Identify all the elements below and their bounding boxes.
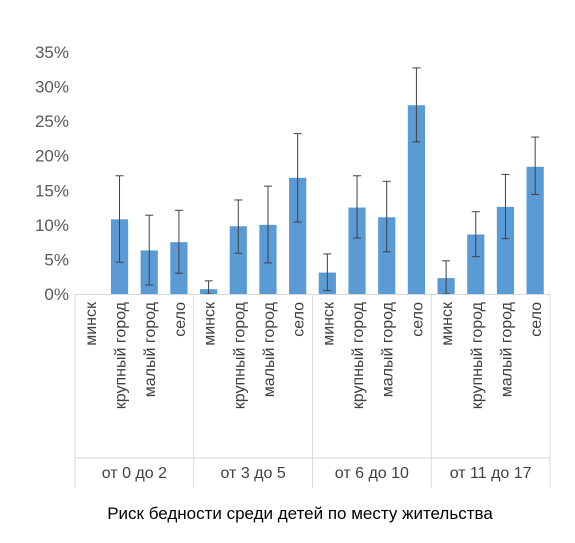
category-label: малый город: [261, 301, 278, 397]
category-label: крупный город: [469, 301, 486, 409]
category-label: малый город: [498, 301, 515, 397]
bar: [348, 207, 366, 294]
y-axis: 0% 5% 10% 15% 20% 25% 30% 35%: [35, 43, 69, 304]
y-tick-label: 10%: [35, 216, 69, 235]
category-label: минск: [320, 301, 337, 346]
bar: [378, 217, 396, 294]
category-label: крупный город: [350, 301, 367, 409]
y-tick-label: 5%: [44, 250, 69, 269]
group-label: от 6 до 10: [335, 465, 409, 482]
category-label: село: [409, 302, 426, 337]
category-label: село: [528, 302, 545, 337]
bar: [407, 105, 426, 295]
y-tick-label: 0%: [44, 285, 69, 304]
y-tick-label: 15%: [35, 181, 69, 200]
category-label: крупный город: [231, 301, 248, 409]
category-label: село: [291, 302, 308, 337]
group-label: от 0 до 2: [102, 465, 167, 482]
category-label: минск: [202, 301, 219, 346]
group-label: от 11 до 17: [450, 465, 532, 482]
error-bars: [115, 67, 540, 295]
bar: [467, 234, 485, 294]
category-label: малый город: [142, 301, 159, 397]
category-label: крупный город: [113, 301, 130, 409]
y-tick-label: 25%: [35, 112, 69, 131]
y-tick-label: 35%: [35, 43, 69, 62]
bar: [496, 206, 515, 294]
category-label: минск: [439, 301, 456, 346]
bar: [526, 166, 544, 294]
group-label: от 3 до 5: [221, 465, 286, 482]
x-axis: от 0 до 2 минск крупный город малый город се…: [74, 294, 551, 488]
category-label: минск: [83, 301, 100, 346]
category-label: село: [172, 302, 189, 337]
y-tick-label: 30%: [35, 78, 69, 97]
bar: [229, 226, 247, 294]
chart-caption: Риск бедности среди детей по месту жител…: [107, 504, 493, 523]
y-tick-label: 20%: [35, 147, 69, 166]
bar: [289, 177, 307, 294]
category-label: малый город: [380, 301, 397, 397]
